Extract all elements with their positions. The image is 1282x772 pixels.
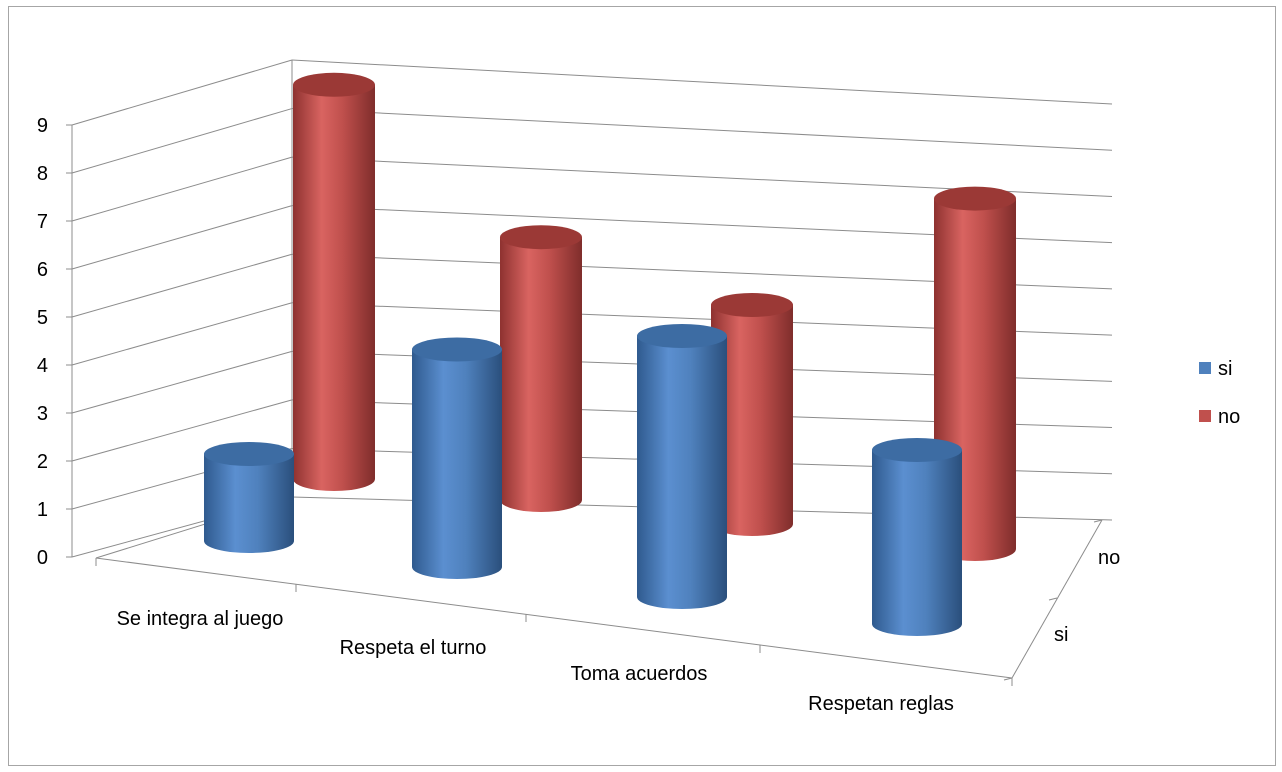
legend: si no <box>1199 358 1240 428</box>
bar-si-0-top <box>204 442 294 466</box>
legend-label-si: si <box>1218 358 1232 380</box>
bar-no-2 <box>711 293 793 536</box>
gridline-left <box>71 156 293 222</box>
depth-tick-mark <box>1093 519 1103 523</box>
y-tick-label: 7 <box>37 211 48 233</box>
depth-tick-mark <box>1003 677 1013 681</box>
depth-tick-label: no <box>1098 547 1120 569</box>
depth-tick-label: si <box>1054 624 1068 646</box>
bar-no-2-body <box>711 305 793 536</box>
bar-si-2-body <box>637 336 727 609</box>
y-tick-label: 9 <box>37 115 48 137</box>
bar-si-3-body <box>872 450 962 636</box>
bar-no-1-body <box>500 237 582 512</box>
y-tick-label: 5 <box>37 307 48 329</box>
x-axis-line <box>95 557 1013 679</box>
gridline-left <box>71 302 293 366</box>
depth-axis-line <box>1011 519 1103 679</box>
gridline-left <box>71 205 293 270</box>
bar-si-1-top <box>412 337 502 362</box>
gridline-left <box>71 350 293 414</box>
gridline-left <box>71 399 293 462</box>
bar-no-0-body <box>293 84 375 492</box>
bar-si-2 <box>637 324 727 609</box>
bar-si-1-body <box>412 349 502 579</box>
y-tick-label: 1 <box>37 499 48 521</box>
y-tick-label: 8 <box>37 163 48 185</box>
gridline-left <box>71 253 293 318</box>
legend-swatch-si <box>1199 362 1211 374</box>
x-tick-label: Toma acuerdos <box>571 663 708 685</box>
gridline-left <box>71 108 293 174</box>
bar-si-2-top <box>637 324 727 348</box>
y-tick-label: 3 <box>37 403 48 425</box>
x-tick-label: Respetan reglas <box>808 693 954 715</box>
depth-tick-mark <box>1048 597 1058 601</box>
x-tick-label: Se integra al juego <box>117 608 284 630</box>
series-si-bars <box>204 324 962 636</box>
gridline-left <box>71 59 293 126</box>
series-no-bars <box>293 72 1016 561</box>
y-tick-label: 0 <box>37 547 48 569</box>
legend-swatch-no <box>1199 410 1211 422</box>
bar-no-0 <box>293 72 375 492</box>
axis-labels: 0 1 2 3 4 5 6 7 8 9 Se integra al juego Respeta el … <box>37 115 1120 715</box>
bar-no-0-top <box>293 72 375 97</box>
y-tick-label: 4 <box>37 355 48 377</box>
bar-no-1 <box>500 225 582 512</box>
bar-no-3-top <box>934 186 1016 211</box>
bar-si-3-top <box>872 438 962 462</box>
bar-no-2-top <box>711 293 793 317</box>
legend-label-no: no <box>1218 406 1240 428</box>
gridline-back <box>291 59 1113 105</box>
x-tick-label: Respeta el turno <box>340 637 487 659</box>
bar-si-0 <box>204 442 294 553</box>
y-tick-label: 2 <box>37 451 48 473</box>
bar-no-1-top <box>500 225 582 250</box>
bar-si-0-body <box>204 454 294 553</box>
y-tick-label: 6 <box>37 259 48 281</box>
bar-si-1 <box>412 337 502 579</box>
gridline-back <box>291 108 1113 151</box>
bar-si-3 <box>872 438 962 636</box>
